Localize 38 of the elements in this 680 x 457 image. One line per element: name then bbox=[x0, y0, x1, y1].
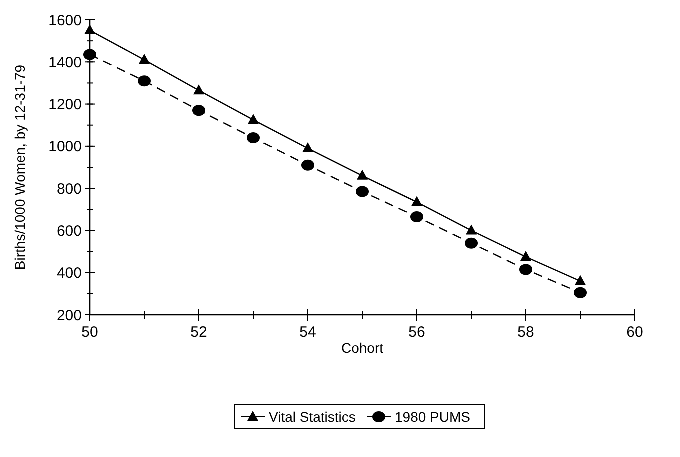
point bbox=[465, 238, 478, 249]
point bbox=[247, 132, 260, 144]
point bbox=[138, 76, 151, 87]
x-tick-label: 52 bbox=[190, 324, 208, 341]
x-tick-label: 54 bbox=[300, 324, 316, 341]
y-tick-label: 200 bbox=[56, 307, 82, 324]
y-tick-label: 1200 bbox=[48, 96, 82, 114]
point bbox=[302, 160, 314, 171]
x-tick-label: 60 bbox=[626, 324, 644, 341]
legend-label: Vital Statistics bbox=[269, 408, 356, 425]
point bbox=[84, 49, 96, 60]
y-tick-label: 1400 bbox=[48, 54, 82, 72]
y-tick-label: 400 bbox=[56, 265, 82, 282]
point bbox=[412, 196, 422, 206]
point bbox=[194, 84, 204, 95]
x-tick-label: 58 bbox=[518, 324, 534, 341]
point bbox=[520, 264, 532, 276]
x-axis-title: Cohort bbox=[341, 340, 384, 356]
legend-label: 1980 PUMS bbox=[395, 408, 470, 425]
x-tick-label: 50 bbox=[82, 324, 98, 341]
point bbox=[466, 224, 477, 235]
point bbox=[84, 24, 96, 35]
y-tick-label: 1000 bbox=[48, 138, 82, 156]
point bbox=[192, 105, 206, 116]
point bbox=[139, 54, 150, 64]
point bbox=[574, 287, 587, 298]
y-axis-title: Births/1000 Women, by 12-31-79 bbox=[12, 64, 28, 270]
point bbox=[520, 251, 532, 262]
y-tick-label: 600 bbox=[56, 222, 82, 240]
point bbox=[575, 275, 586, 286]
point bbox=[357, 170, 368, 180]
point bbox=[356, 186, 369, 198]
point bbox=[410, 212, 424, 223]
y-tick-label: 1600 bbox=[48, 12, 82, 30]
y-tick-label: 800 bbox=[56, 180, 82, 198]
x-tick-label: 56 bbox=[408, 324, 426, 341]
point bbox=[302, 142, 314, 153]
point bbox=[248, 114, 259, 124]
